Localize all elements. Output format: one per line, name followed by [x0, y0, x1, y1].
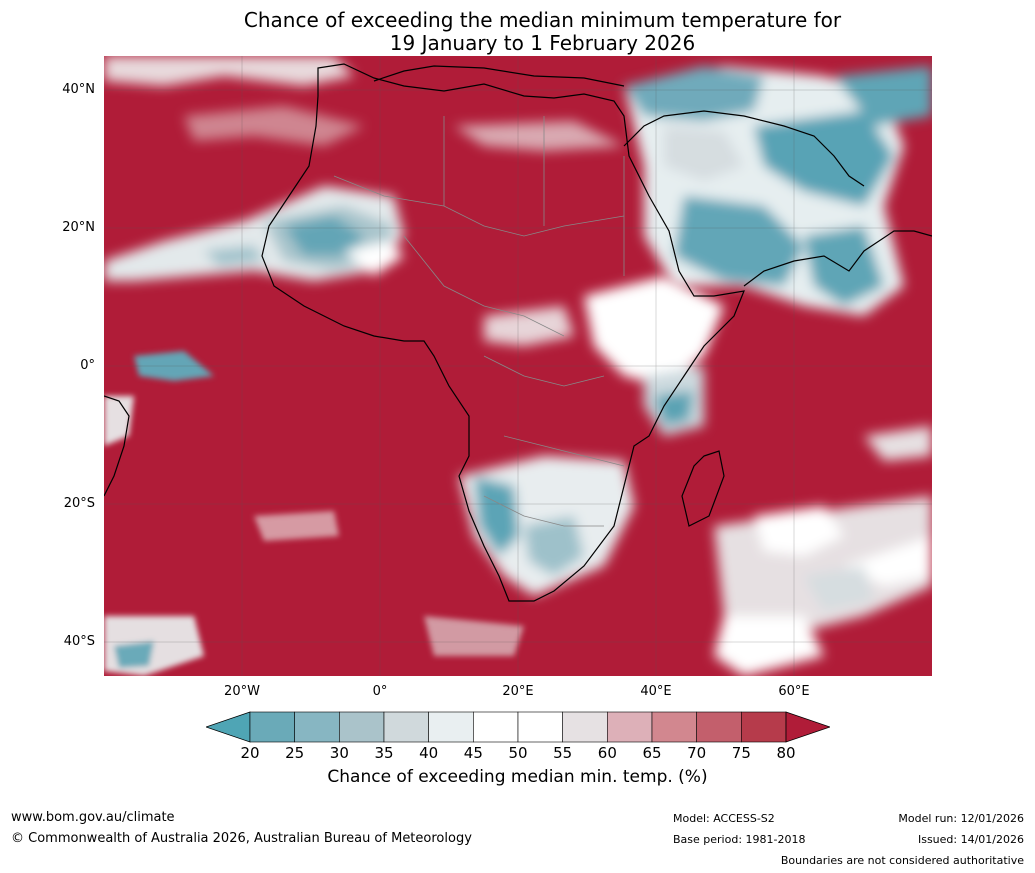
footer-model-run: Model run: 12/01/2026: [898, 812, 1024, 825]
lat-label-20n: 20°N: [62, 220, 95, 235]
northern-light-band: [104, 56, 624, 151]
colorbar-tick-label: 80: [776, 744, 796, 762]
colorbar-tick-label: 75: [731, 744, 751, 762]
colorbar-segment: [383, 711, 429, 743]
coastlines: [104, 63, 932, 602]
arabia-cool-region: [624, 66, 932, 316]
ocean-patches: [104, 351, 524, 676]
colorbar-tick-label: 55: [553, 744, 573, 762]
forecast-map: [104, 56, 932, 676]
footer-copyright: © Commonwealth of Australia 2026, Austra…: [11, 831, 472, 846]
lat-label-20s: 20°S: [63, 496, 95, 511]
lat-label-40n: 40°N: [62, 82, 95, 97]
graticule: [104, 56, 932, 676]
colorbar-segment: [473, 711, 519, 743]
footer-model: Model: ACCESS-S2: [673, 812, 775, 825]
footer-website: www.bom.gov.au/climate: [11, 810, 175, 825]
colorbar-arrow-high: [785, 711, 830, 743]
country-borders: [333, 116, 625, 527]
map-title: Chance of exceeding the median minimum t…: [0, 9, 1035, 55]
colorbar-tick-label: 40: [419, 744, 439, 762]
title-line-1: Chance of exceeding the median minimum t…: [243, 8, 842, 32]
colorbar-segment: [339, 711, 385, 743]
east-africa-mixed: [484, 276, 724, 436]
colorbar-segment: [517, 711, 563, 743]
colorbar-tick-label: 25: [285, 744, 305, 762]
sahel-cool-patch: [104, 186, 404, 281]
footer-disclaimer: Boundaries are not considered authoritat…: [780, 854, 1024, 867]
colorbar-segment: [651, 711, 697, 743]
footer-base-period: Base period: 1981-2018: [673, 833, 806, 846]
colorbar-tick-label: 70: [687, 744, 707, 762]
colorbar: [206, 711, 830, 743]
colorbar-label: Chance of exceeding median min. temp. (%…: [327, 767, 708, 787]
lon-label-60e: 60°E: [778, 684, 810, 699]
colorbar-segment: [607, 711, 653, 743]
lat-label-40s: 40°S: [63, 634, 95, 649]
colorbar-tick-label: 30: [329, 744, 349, 762]
colorbar-segment: [249, 711, 295, 743]
colorbar-arrow-low: [206, 711, 251, 743]
colorbar-tick-label: 60: [597, 744, 617, 762]
colorbar-tick-label: 20: [240, 744, 260, 762]
map-svg: [104, 56, 932, 676]
colorbar-segment: [428, 711, 474, 743]
colorbar-segment: [696, 711, 742, 743]
colorbar-segment: [562, 711, 608, 743]
colorbar-tick-label: 35: [374, 744, 394, 762]
southern-africa-cool: [459, 456, 634, 596]
lon-label-20w: 20°W: [224, 684, 260, 699]
colorbar-tick-label: 45: [463, 744, 483, 762]
colorbar-segment: [741, 711, 787, 743]
colorbar-tick-label: 65: [642, 744, 662, 762]
title-line-2: 19 January to 1 February 2026: [389, 31, 696, 55]
lon-label-20e: 20°E: [502, 684, 534, 699]
colorbar-segment: [294, 711, 340, 743]
lon-label-40e: 40°E: [640, 684, 672, 699]
footer-issued: Issued: 14/01/2026: [917, 833, 1024, 846]
lon-label-0: 0°: [372, 684, 388, 699]
south-indian-ocean-mottled: [714, 426, 932, 676]
colorbar-tick-label: 50: [508, 744, 528, 762]
lat-label-0: 0°: [80, 358, 95, 373]
